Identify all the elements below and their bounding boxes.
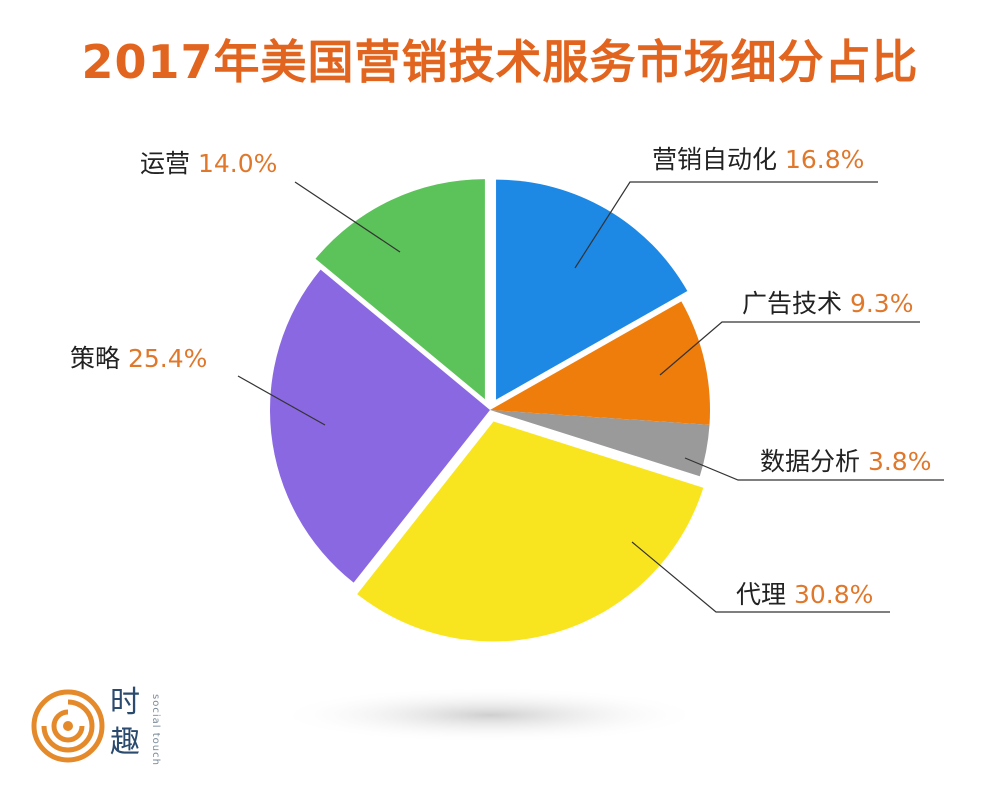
leader-line [574, 181, 878, 269]
slice-label-value: 3.8% [868, 447, 932, 476]
pie-slice [496, 179, 688, 400]
pie-slice [357, 421, 704, 642]
leader-line [631, 541, 890, 613]
slice-label-value: 14.0% [198, 149, 277, 178]
logo-rings-icon [31, 689, 105, 763]
pie-slice [490, 301, 710, 425]
slice-label: 数据分析 3.8% [760, 447, 931, 476]
slice-label-value: 25.4% [128, 344, 207, 373]
leader-line [294, 181, 401, 253]
slice-label: 策略 25.4% [70, 344, 207, 373]
slice-label-name: 策略 [70, 344, 128, 373]
chart-title: 2017年美国营销技术服务市场细分占比 [81, 35, 919, 89]
slice-label: 运营 14.0% [140, 149, 277, 178]
leader-line [237, 375, 326, 426]
slice-label: 广告技术 9.3% [742, 289, 913, 318]
brand-logo: 时 趣 social touch [30, 688, 170, 778]
slice-label-value: 30.8% [794, 580, 873, 609]
pie-slice [315, 179, 485, 400]
slice-label: 代理 30.8% [736, 580, 873, 609]
slice-label-name: 营销自动化 [652, 145, 785, 174]
pie-slice [490, 410, 710, 477]
slice-label-name: 代理 [736, 580, 794, 609]
logo-char-shi: 时 [110, 685, 140, 720]
slice-label-name: 数据分析 [760, 447, 868, 476]
slice-label-value: 9.3% [850, 289, 914, 318]
leader-line [659, 321, 920, 376]
pie-shadow [275, 687, 705, 743]
logo-char-qu: 趣 [110, 725, 140, 760]
slice-label-name: 广告技术 [742, 289, 850, 318]
pie-slice [270, 269, 490, 583]
slice-label-name: 运营 [140, 149, 198, 178]
leader-line [684, 457, 944, 481]
logo-english-text: social touch [150, 694, 161, 766]
slice-label-value: 16.8% [785, 145, 864, 174]
slice-label: 营销自动化 16.8% [652, 145, 864, 174]
